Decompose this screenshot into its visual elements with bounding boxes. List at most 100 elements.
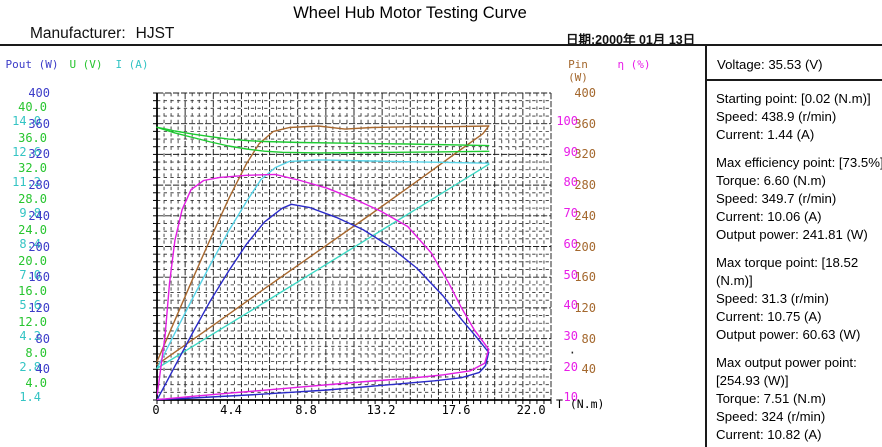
result-line: Current: 10.82 (A)	[716, 427, 822, 442]
tick-label: 14.0	[12, 114, 41, 128]
axis-tick-row: 20020.07.0	[0, 240, 50, 282]
tick-label: 24.0	[18, 222, 47, 237]
axis-header-pout: Pout (W)	[5, 58, 59, 71]
result-line: [254.93 (W)]	[716, 373, 789, 388]
manufacturer-line: Manufacturer: HJST	[30, 25, 174, 43]
x-tick-label: 13.2	[366, 403, 396, 417]
axis-tick-row: 808.02.8	[0, 331, 50, 374]
series-output-power-load	[156, 203, 490, 400]
series-input-power-return	[156, 125, 490, 366]
tick-label: 360	[574, 116, 596, 131]
axis-tick-row: 120 30	[556, 300, 596, 343]
axis-header-u: U (V)	[69, 58, 103, 71]
axis-header-pin: Pin (W)	[568, 58, 588, 84]
results-panel: Starting point: [0.02 (N.m)] Speed: 438.9…	[716, 90, 882, 444]
tick-label: 360	[28, 116, 50, 131]
tick-label: 40	[35, 362, 50, 377]
x-axis-title: T (N.m)	[556, 397, 605, 411]
axis-tick-row: 400 100	[556, 86, 596, 128]
tick-label: 12.6	[12, 144, 41, 159]
tick-label: 160	[574, 270, 596, 285]
panel-spacer	[716, 244, 882, 254]
tick-label: 9.8	[19, 206, 41, 221]
tick-label: 160	[28, 270, 50, 285]
axis-tick-row: 200 50	[556, 239, 596, 282]
tick-label: 20.0	[18, 253, 47, 268]
result-line: (N.m)]	[716, 273, 753, 288]
result-line: Current: 10.06 (A)	[716, 209, 822, 224]
tick-label: 80	[563, 175, 578, 190]
result-line: Max torque point: [18.52	[716, 255, 859, 270]
panel-spacer	[716, 344, 882, 354]
result-line: Current: 10.75 (A)	[716, 309, 822, 324]
panel-spacer	[716, 144, 882, 154]
result-line: Torque: 7.51 (N.m)	[716, 391, 826, 406]
tick-label: 240	[574, 208, 596, 223]
tick-label: 20	[563, 359, 578, 374]
tick-label: 28.0	[18, 192, 47, 207]
page-title: Wheel Hub Motor Testing Curve	[293, 4, 527, 22]
tick-label: 4.0	[25, 376, 47, 391]
tick-label: 200	[574, 239, 596, 254]
axis-tick-row: 404.01.4	[0, 362, 50, 404]
result-line: Max efficiency point: [73.5%]	[716, 155, 882, 170]
tick-label: 8.4	[19, 236, 41, 251]
tick-label: 40	[563, 298, 578, 313]
axis-tick-row: 4010	[556, 362, 596, 404]
series-voltage-load	[156, 126, 490, 154]
tick-label: 80	[581, 331, 596, 346]
tick-label: 4.2	[19, 328, 41, 343]
axis-tick-row: 360 90	[556, 116, 596, 159]
result-line: Output power: 241.81 (W)	[716, 227, 868, 242]
result-line: Speed: 349.7 (r/min)	[716, 191, 837, 206]
tick-label: 1.4	[19, 390, 41, 405]
tick-label: 16.0	[18, 284, 47, 299]
tick-label: 60	[563, 236, 578, 251]
axis-header-eta: η (%)	[617, 58, 651, 71]
tick-label: 5.6	[19, 298, 41, 313]
tick-label: 320	[574, 147, 596, 162]
tick-label: 36.0	[18, 130, 47, 145]
axis-tick-row: 36036.012.6	[0, 116, 50, 159]
x-tick-label: 0	[152, 403, 160, 417]
tick-label: 80	[35, 331, 50, 346]
axis-tick-row: 16016.05.6	[0, 270, 50, 312]
series-current-load	[156, 159, 490, 370]
axis-tick-row: 160 40	[556, 270, 596, 312]
axis-tick-row: 80 ·20	[556, 331, 596, 374]
manufacturer-label: Manufacturer:	[30, 25, 126, 42]
result-line: Starting point: [0.02 (N.m)]	[716, 91, 871, 106]
tick-label: 10	[563, 390, 578, 405]
tick-label: 120	[574, 300, 596, 315]
result-line: Current: 1.44 (A)	[716, 127, 815, 142]
torque-axis-labels: 0 4.4 8.8 13.2 17.6 22.0	[0, 403, 600, 419]
x-tick-label: 4.4	[220, 403, 242, 417]
x-tick-label: 22.0	[516, 403, 546, 417]
tick-label: 280	[574, 178, 596, 193]
stray-dot: ·	[568, 345, 576, 360]
tick-label: 12.0	[18, 314, 47, 329]
tick-label: 30	[563, 328, 578, 343]
date-label: 日期:2000年 01月 13日	[566, 33, 696, 47]
series-voltage-return	[156, 126, 490, 147]
tick-label: 40	[581, 362, 596, 377]
result-line: Torque: 6.60 (N.m)	[716, 173, 826, 188]
result-line: Output power: 60.63 (W)	[716, 327, 861, 342]
axis-tick-row: 320 80	[556, 147, 596, 189]
axis-tick-row: 240 60	[556, 208, 596, 251]
series-current-return	[156, 163, 490, 370]
tick-label: 90	[563, 144, 578, 159]
panel-divider	[705, 44, 707, 447]
tick-label: 400	[574, 86, 596, 100]
tick-label: 8.0	[25, 345, 47, 360]
axis-lines	[156, 93, 551, 401]
tick-label: 320	[28, 147, 50, 162]
x-tick-label: 8.8	[295, 403, 317, 417]
voltage-box-border	[705, 79, 882, 81]
axis-tick-row: 40040.014.0	[0, 86, 50, 128]
result-line: Speed: 438.9 (r/min)	[716, 109, 837, 124]
tick-label: 50	[563, 267, 578, 282]
chart-plot	[153, 92, 552, 404]
x-tick-label: 17.6	[441, 403, 471, 417]
